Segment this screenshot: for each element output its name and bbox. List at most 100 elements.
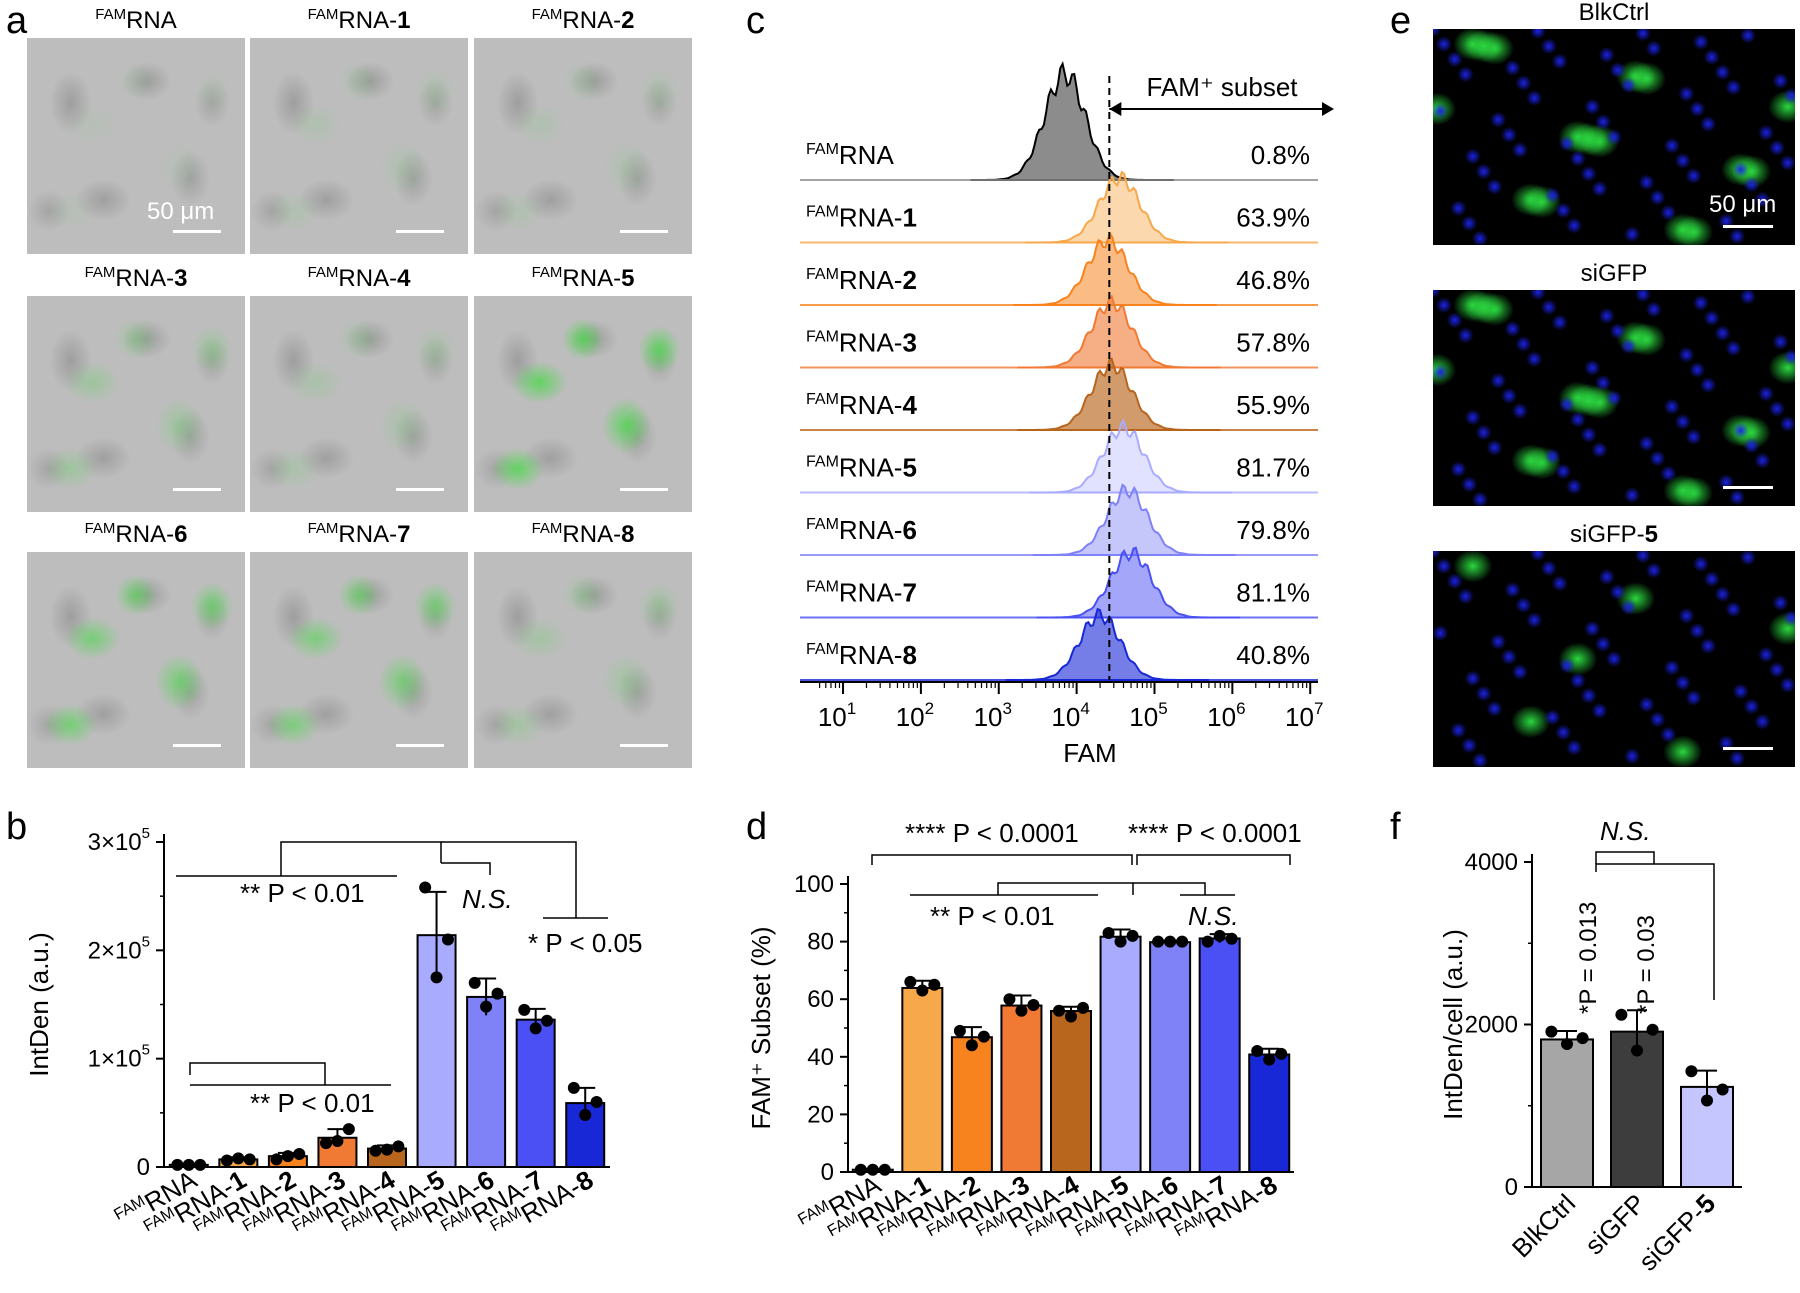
significance-bracket	[441, 862, 491, 875]
x-tick-label: 103	[974, 699, 1012, 732]
panel-letter-e: e	[1390, 0, 1412, 42]
bar	[1050, 1010, 1092, 1173]
data-point	[430, 971, 443, 984]
histogram-curve	[1005, 607, 1209, 681]
data-point	[1701, 1094, 1713, 1107]
data-point	[953, 1024, 966, 1037]
gate-percent: 81.1%	[1236, 578, 1310, 608]
bar	[1000, 1004, 1043, 1174]
fluorescence-label: BlkCtrl	[1578, 0, 1650, 26]
histogram-curve	[1028, 418, 1233, 494]
scale-bar	[620, 744, 668, 747]
data-point	[977, 1030, 990, 1043]
scale-bar	[620, 230, 668, 233]
y-tick-label: 40	[807, 1044, 834, 1071]
data-point	[220, 1154, 233, 1167]
fluorescence-image-1	[1433, 290, 1795, 506]
y-tick-label: 0	[821, 1159, 834, 1186]
histogram-curve	[1032, 483, 1237, 556]
scale-bar	[396, 744, 444, 747]
significance-bracket	[441, 841, 577, 918]
significance-label: **** P < 0.0001	[905, 818, 1079, 848]
gate-arrow-head-left	[1109, 102, 1122, 116]
histogram-row-label: FAMRNA-6	[806, 515, 917, 545]
data-point	[541, 1014, 554, 1027]
data-point	[243, 1153, 256, 1166]
scale-bar	[173, 744, 221, 747]
bar	[1149, 941, 1192, 1174]
histogram-curve	[1017, 357, 1221, 431]
data-point	[1114, 935, 1127, 948]
data-point	[331, 1135, 344, 1147]
bar	[1099, 935, 1142, 1173]
y-tick-label: 100	[794, 871, 834, 898]
data-point	[468, 976, 481, 989]
data-point	[441, 933, 454, 946]
data-point	[1003, 993, 1016, 1006]
micrograph-6	[27, 552, 245, 768]
data-point	[270, 1153, 283, 1166]
fluorescence-label: siGFP	[1580, 260, 1648, 287]
data-point	[1126, 929, 1139, 942]
x-tick-label: 106	[1207, 699, 1245, 732]
data-point	[1716, 1083, 1729, 1096]
data-point	[1631, 1044, 1643, 1057]
data-point	[1102, 926, 1115, 939]
histogram-row-label: FAMRNA	[806, 140, 894, 170]
data-point	[965, 1039, 978, 1052]
x-tick-label: 107	[1285, 699, 1323, 732]
y-tick-label: 2×105	[88, 933, 150, 964]
histogram-row-label: FAMRNA-1	[806, 203, 917, 233]
gate-label: FAM⁺ subset	[1147, 72, 1299, 102]
scale-bar-label: 50 μm	[1709, 191, 1777, 218]
gate-percent: 81.7%	[1236, 453, 1310, 483]
fluorescence-overlay	[27, 552, 245, 768]
significance-label: *P = 0.013	[1575, 902, 1602, 1014]
significance-bracket	[1595, 863, 1715, 1000]
data-point	[1152, 935, 1165, 948]
data-point	[878, 1163, 891, 1176]
histogram-row-label: FAMRNA-4	[806, 390, 917, 420]
data-point	[1225, 932, 1238, 945]
data-point	[1015, 1004, 1028, 1017]
data-point	[320, 1137, 333, 1150]
fluorescence-overlay	[250, 38, 468, 254]
data-point	[1576, 1032, 1589, 1045]
micrograph-label: FAMRNA-6	[84, 520, 188, 548]
gate-percent: 79.8%	[1236, 515, 1310, 545]
data-point	[1077, 1001, 1089, 1014]
data-point	[590, 1096, 603, 1108]
x-axis-label: FAM	[1063, 738, 1116, 768]
fluorescence-overlay	[250, 296, 468, 512]
data-point	[916, 984, 929, 997]
data-point	[1053, 1004, 1065, 1017]
bar	[1540, 1038, 1594, 1188]
panel-letter-f: f	[1390, 806, 1401, 848]
micrograph-label: FAMRNA-4	[307, 264, 411, 292]
gate-percent: 40.8%	[1236, 640, 1310, 670]
significance-bracket	[1595, 851, 1655, 864]
y-tick-label: 1×105	[88, 1042, 150, 1073]
gate-arrow-head-right	[1322, 102, 1334, 116]
micrograph-label: FAMRNA-3	[84, 264, 188, 292]
data-point	[854, 1163, 867, 1176]
data-point	[1561, 1038, 1573, 1050]
data-point	[579, 1109, 592, 1121]
histogram-curve	[1017, 294, 1221, 369]
histogram-row-label: FAMRNA-2	[806, 265, 917, 295]
gate-percent: 57.8%	[1236, 328, 1310, 358]
significance-label: N.S.	[1600, 816, 1651, 846]
panel-c-histogram: FAMRNA 0.8% FAMRNA-1 63.9% FAMRNA-2 46.8% FAMR…	[800, 60, 1334, 768]
data-point	[904, 975, 917, 988]
fluorescence-image-0: 50 μm	[1433, 29, 1795, 245]
data-point	[1065, 1010, 1077, 1023]
micrograph-8	[474, 552, 692, 768]
data-point	[419, 881, 432, 894]
y-tick-label: 2000	[1465, 1012, 1518, 1039]
data-point	[1201, 935, 1214, 948]
x-tick-label: 104	[1051, 699, 1089, 732]
y-tick-label: 60	[807, 986, 834, 1013]
significance-label: N.S.	[1188, 901, 1239, 931]
